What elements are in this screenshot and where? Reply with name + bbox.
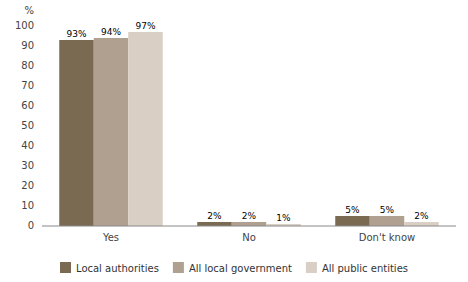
y-tick-label: 20 [21,180,34,191]
data-label: 5% [345,205,360,215]
data-label: 93% [66,29,86,39]
data-label: 2% [242,211,257,221]
chart: 0 10 20 30 40 50 60 70 80 90 100% 93% 2% 5% 94% 2% 5% 97%… [0,0,468,282]
y-axis: 0 10 20 30 40 50 60 70 80 90 100 [15,20,34,231]
bar [404,222,439,226]
x-tick-label: Yes [102,232,119,243]
legend-label: All local government [189,263,292,274]
data-label: 5% [380,205,395,215]
x-tick-label: Don't know [359,232,415,243]
data-label: 2% [414,211,429,221]
bar [370,216,405,226]
legend-swatch [173,262,184,273]
x-tick-label: No [242,232,256,243]
bar [197,222,232,226]
x-axis: Yes No Don't know [102,232,415,243]
y-tick-label: 30 [21,160,34,171]
y-tick-label: 40 [21,140,34,151]
bar [335,216,370,226]
legend-swatch [60,262,71,273]
legend-label: All public entities [322,263,408,274]
legend-swatch [306,262,317,273]
data-label: 1% [276,213,291,223]
legend: Local authorities All local government All… [60,262,408,274]
data-label: 94% [101,27,121,37]
y-tick-label: 10 [21,200,34,211]
y-axis-label: % [24,5,34,16]
x-axis-line [42,226,456,227]
y-tick-label: 50 [21,120,34,131]
data-label: 2% [207,211,222,221]
bar [232,222,267,226]
y-tick-label: 0 [28,220,34,231]
bar [128,32,163,226]
bars [59,32,439,226]
legend-item: All public entities [306,262,408,274]
y-tick-label: 90 [21,40,34,51]
data-labels: 93% 2% 5% 94% 2% 5% 97% 1% 2% [66,21,429,223]
data-label: 97% [135,21,155,31]
legend-label: Local authorities [76,263,159,274]
legend-item: Local authorities [60,262,159,274]
y-tick-label: 70 [21,80,34,91]
y-tick-label: 60 [21,100,34,111]
bar [59,40,94,226]
bar [94,38,129,226]
legend-item: All local government [173,262,292,274]
y-tick-label: 100 [15,20,34,31]
y-tick-label: 80 [21,60,34,71]
